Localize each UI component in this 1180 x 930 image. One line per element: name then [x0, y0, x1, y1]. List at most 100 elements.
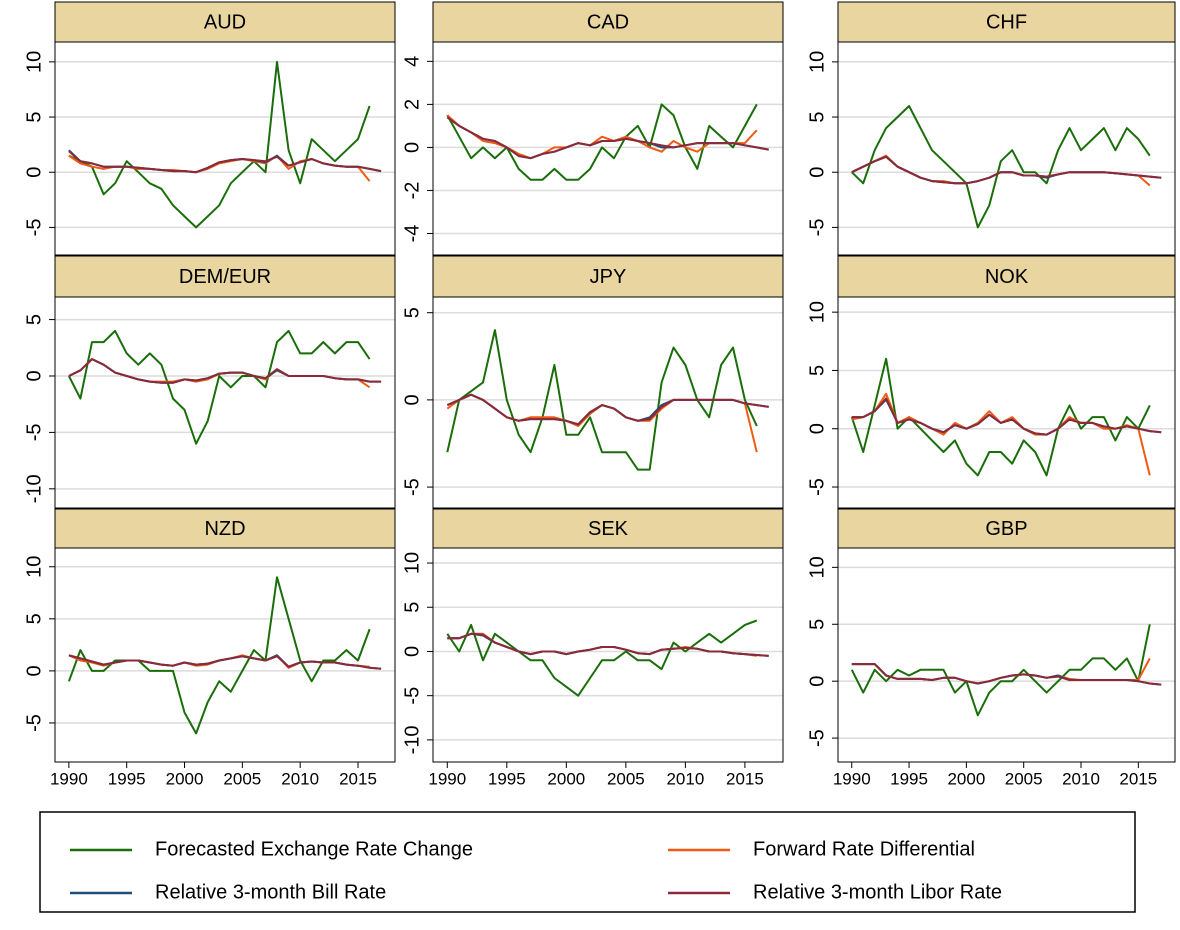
panel-title: GBP: [985, 518, 1027, 540]
y-tick-label: 5: [401, 307, 423, 318]
x-tick-label: 1995: [108, 769, 146, 788]
y-tick-label: 0: [401, 646, 423, 657]
x-tick-label: 1990: [50, 769, 88, 788]
y-tick-label: 5: [806, 365, 828, 376]
panel-title: NOK: [985, 266, 1029, 288]
y-tick-label: -10: [23, 474, 45, 503]
x-tick-label: 2015: [726, 769, 764, 788]
legend-label: Relative 3-month Libor Rate: [753, 881, 1002, 903]
x-tick-label: 2010: [666, 769, 704, 788]
series-line: [68, 329, 371, 445]
y-tick-label: 10: [806, 301, 828, 323]
series-line: [851, 155, 1162, 185]
x-tick-label: 2000: [166, 769, 204, 788]
x-tick-label: 2015: [339, 769, 377, 788]
series-line: [850, 624, 1151, 717]
x-tick-label: 2015: [1119, 769, 1157, 788]
series-line: [851, 663, 1162, 686]
panel-title: AUD: [204, 11, 246, 33]
series-line: [446, 114, 758, 160]
x-tick-label: 2005: [607, 769, 645, 788]
y-tick-label: 0: [401, 394, 423, 405]
plot-area: [55, 297, 395, 508]
y-tick-label: 0: [23, 167, 45, 178]
y-tick-label: 4: [401, 56, 423, 67]
series-line: [67, 576, 371, 735]
x-tick-label: 2000: [947, 769, 985, 788]
panel-header: [432, 255, 784, 298]
series-line: [68, 358, 382, 384]
y-tick-label: 0: [23, 370, 45, 381]
legend-label: Forecasted Exchange Rate Change: [155, 838, 473, 860]
y-tick-label: 10: [23, 51, 45, 73]
y-tick-label: 5: [23, 613, 45, 624]
panel-title: SEK: [588, 518, 629, 540]
x-tick-label: 2005: [223, 769, 261, 788]
y-tick-label: -5: [806, 219, 828, 237]
y-tick-label: 2: [401, 99, 423, 110]
series-line: [446, 619, 758, 697]
y-tick-label: 0: [401, 142, 423, 153]
y-tick-label: 0: [806, 676, 828, 687]
legend-label: Forward Rate Differential: [753, 838, 975, 860]
y-tick-label: 10: [806, 51, 828, 73]
y-tick-label: -5: [23, 424, 45, 442]
y-tick-label: -5: [806, 478, 828, 496]
y-tick-label: 10: [23, 556, 45, 578]
panel-header: [837, 1, 1176, 43]
x-tick-label: 2010: [281, 769, 319, 788]
panel-header: [837, 255, 1176, 298]
series-line: [851, 397, 1162, 436]
x-tick-label: 1990: [428, 769, 466, 788]
series-line: [850, 357, 1151, 477]
panel-header: [837, 508, 1176, 549]
y-tick-label: 5: [806, 111, 828, 122]
series-line: [851, 105, 1151, 229]
plot-area: [433, 42, 783, 255]
y-tick-label: -5: [806, 729, 828, 747]
panel-header: [54, 508, 396, 549]
panel-header: [432, 1, 784, 43]
panel-title: JPY: [590, 266, 627, 288]
series-line: [446, 116, 769, 160]
panel-title: DEM/EUR: [179, 266, 271, 288]
series-line: [446, 393, 769, 426]
series-line: [68, 60, 371, 229]
legend-label: Relative 3-month Bill Rate: [155, 881, 386, 903]
y-tick-label: 0: [806, 167, 828, 178]
y-tick-label: -5: [401, 478, 423, 496]
plot-area: [433, 548, 783, 762]
series-line: [446, 329, 758, 471]
plot-area: [55, 42, 395, 255]
y-tick-label: 0: [806, 423, 828, 434]
plot-area: [838, 42, 1175, 255]
x-tick-label: 1990: [833, 769, 871, 788]
y-tick-label: -4: [401, 225, 423, 243]
plot-area: [838, 548, 1175, 762]
x-tick-label: 2005: [1005, 769, 1043, 788]
y-tick-label: -5: [23, 714, 45, 732]
series-line: [68, 654, 382, 670]
y-tick-label: 5: [806, 619, 828, 630]
series-line: [446, 103, 758, 181]
x-tick-label: 2000: [547, 769, 585, 788]
panel-header: [432, 508, 784, 549]
panel-title: NZD: [204, 518, 245, 540]
y-tick-label: -5: [401, 687, 423, 705]
x-tick-label: 1995: [890, 769, 928, 788]
panel-header: [54, 255, 396, 298]
y-tick-label: 5: [23, 111, 45, 122]
x-tick-label: 1995: [488, 769, 526, 788]
y-tick-label: -10: [401, 725, 423, 754]
series-line: [447, 632, 769, 657]
y-tick-label: 5: [401, 602, 423, 613]
y-tick-label: 10: [806, 556, 828, 578]
legend-box: [39, 811, 1136, 913]
x-tick-label: 2010: [1062, 769, 1100, 788]
plot-area: [55, 548, 395, 762]
y-tick-label: -5: [23, 219, 45, 237]
series-line: [68, 150, 382, 174]
panel-header: [54, 1, 396, 43]
y-tick-label: 10: [401, 552, 423, 574]
